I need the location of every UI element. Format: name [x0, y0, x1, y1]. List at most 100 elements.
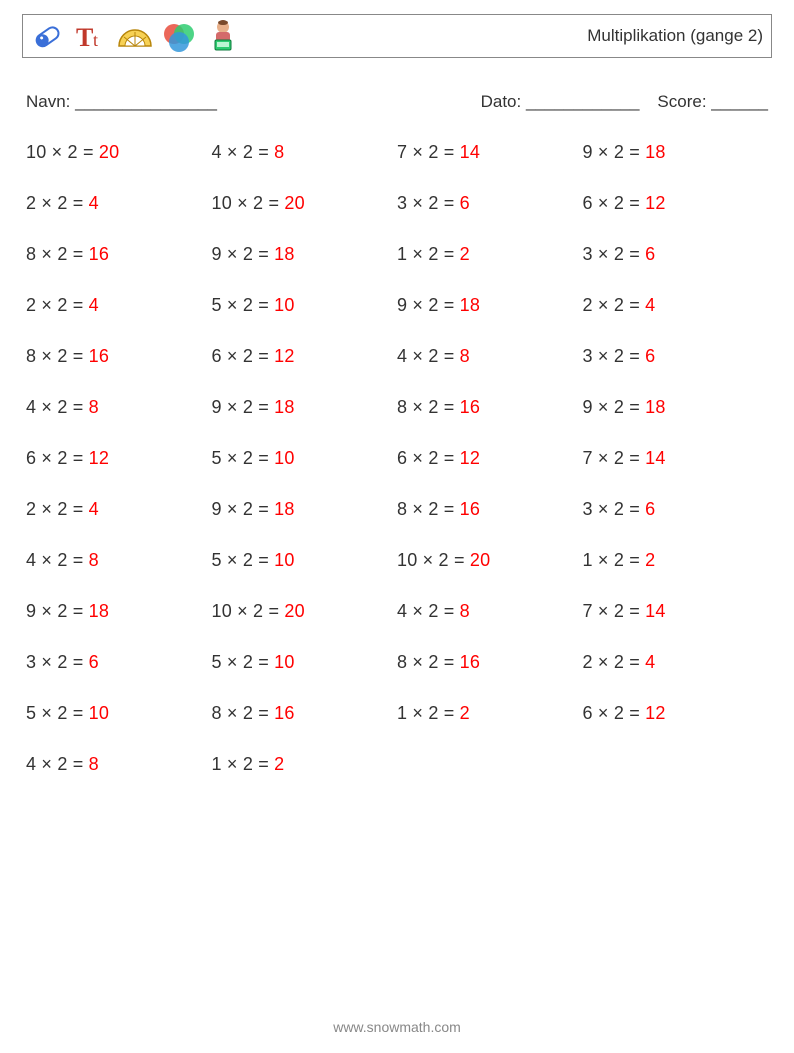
problem-expression: 3 × 2 = — [583, 499, 646, 519]
problem-answer: 8 — [460, 346, 470, 366]
problem: 5 × 2 = 10 — [26, 703, 212, 724]
meta-row: Navn: _______________ Dato: ____________… — [26, 92, 768, 112]
problem-answer: 14 — [645, 601, 665, 621]
problem-answer: 12 — [89, 448, 109, 468]
problem-answer: 10 — [274, 652, 294, 672]
problem-answer: 16 — [460, 652, 480, 672]
problem-answer: 18 — [460, 295, 480, 315]
problem: 9 × 2 = 18 — [583, 142, 769, 163]
problem: 1 × 2 = 2 — [212, 754, 398, 775]
text-tool-icon[interactable]: T t — [71, 16, 111, 56]
problem-answer: 14 — [460, 142, 480, 162]
problem-answer: 18 — [645, 397, 665, 417]
problem-expression: 9 × 2 = — [583, 142, 646, 162]
problem-expression: 4 × 2 = — [26, 397, 89, 417]
problem: 9 × 2 = 18 — [26, 601, 212, 622]
problem-answer: 18 — [89, 601, 109, 621]
problem: 5 × 2 = 10 — [212, 295, 398, 316]
problem-answer: 12 — [460, 448, 480, 468]
problem: 4 × 2 = 8 — [397, 346, 583, 367]
problem-answer: 20 — [284, 193, 304, 213]
problem: 3 × 2 = 6 — [583, 499, 769, 520]
problem: 2 × 2 = 4 — [26, 499, 212, 520]
problem-answer: 20 — [470, 550, 490, 570]
date-field: Dato: ____________ — [481, 92, 640, 112]
problem-answer: 4 — [89, 193, 99, 213]
problem-expression: 10 × 2 = — [26, 142, 99, 162]
problem-answer: 20 — [99, 142, 119, 162]
problem-expression: 8 × 2 = — [397, 652, 460, 672]
problem-expression: 5 × 2 = — [212, 448, 275, 468]
problem-expression: 8 × 2 = — [26, 244, 89, 264]
problem-expression: 10 × 2 = — [212, 193, 285, 213]
problem: 10 × 2 = 20 — [212, 193, 398, 214]
problem-answer: 6 — [460, 193, 470, 213]
problem-answer: 10 — [274, 295, 294, 315]
problem: 9 × 2 = 18 — [212, 499, 398, 520]
problem-answer: 16 — [460, 499, 480, 519]
footer-link[interactable]: www.snowmath.com — [0, 1019, 794, 1035]
problem-answer: 4 — [89, 295, 99, 315]
problem: 5 × 2 = 10 — [212, 652, 398, 673]
problem: 4 × 2 = 8 — [212, 142, 398, 163]
problems-grid: 10 × 2 = 204 × 2 = 87 × 2 = 149 × 2 = 18… — [26, 142, 768, 775]
problem-answer: 18 — [274, 499, 294, 519]
problem-expression: 6 × 2 = — [583, 193, 646, 213]
problem-answer: 6 — [89, 652, 99, 672]
problem: 8 × 2 = 16 — [26, 346, 212, 367]
problem: 3 × 2 = 6 — [26, 652, 212, 673]
problem-expression: 2 × 2 = — [26, 193, 89, 213]
problem: 6 × 2 = 12 — [212, 346, 398, 367]
problem-expression: 9 × 2 = — [212, 397, 275, 417]
problem: 8 × 2 = 16 — [212, 703, 398, 724]
problem: 6 × 2 = 12 — [583, 193, 769, 214]
problem-answer: 6 — [645, 346, 655, 366]
problem-answer: 6 — [645, 499, 655, 519]
problem: 8 × 2 = 16 — [397, 499, 583, 520]
pill-icon[interactable] — [27, 16, 67, 56]
problem-expression: 2 × 2 = — [26, 295, 89, 315]
problem: 2 × 2 = 4 — [583, 652, 769, 673]
problem-expression: 1 × 2 = — [397, 244, 460, 264]
problem: 8 × 2 = 16 — [26, 244, 212, 265]
problem-answer: 16 — [89, 244, 109, 264]
problem-expression: 6 × 2 = — [583, 703, 646, 723]
color-wheel-icon[interactable] — [159, 16, 199, 56]
problem-answer: 20 — [284, 601, 304, 621]
problem: 9 × 2 = 18 — [212, 244, 398, 265]
score-field: Score: ______ — [657, 92, 768, 112]
problem-answer: 8 — [89, 397, 99, 417]
problem: 6 × 2 = 12 — [583, 703, 769, 724]
problem-answer: 10 — [274, 448, 294, 468]
problem-expression: 2 × 2 = — [583, 652, 646, 672]
person-laptop-icon[interactable] — [203, 16, 243, 56]
problem-expression: 3 × 2 = — [583, 346, 646, 366]
problem-expression: 10 × 2 = — [212, 601, 285, 621]
problem-answer: 8 — [460, 601, 470, 621]
problem-answer: 8 — [89, 550, 99, 570]
problem-expression: 8 × 2 = — [397, 397, 460, 417]
problem-expression: 2 × 2 = — [583, 295, 646, 315]
problem-expression: 7 × 2 = — [397, 142, 460, 162]
problem: 6 × 2 = 12 — [26, 448, 212, 469]
problem-expression: 7 × 2 = — [583, 448, 646, 468]
problem-answer: 16 — [460, 397, 480, 417]
problem: 4 × 2 = 8 — [26, 397, 212, 418]
svg-text:t: t — [93, 30, 98, 50]
toolbar: T t — [22, 14, 772, 58]
problem-expression: 8 × 2 = — [212, 703, 275, 723]
problem-answer: 12 — [645, 193, 665, 213]
protractor-icon[interactable] — [115, 16, 155, 56]
problem-expression: 4 × 2 = — [397, 601, 460, 621]
problem-answer: 12 — [645, 703, 665, 723]
problem: 7 × 2 = 14 — [397, 142, 583, 163]
problem-expression: 6 × 2 = — [212, 346, 275, 366]
problem: 8 × 2 = 16 — [397, 397, 583, 418]
worksheet-title: Multiplikation (gange 2) — [587, 26, 763, 46]
problem-expression: 8 × 2 = — [26, 346, 89, 366]
problem-answer: 8 — [274, 142, 284, 162]
problem: 7 × 2 = 14 — [583, 601, 769, 622]
problem: 6 × 2 = 12 — [397, 448, 583, 469]
problem-expression: 1 × 2 = — [397, 703, 460, 723]
problem-expression: 9 × 2 = — [212, 244, 275, 264]
